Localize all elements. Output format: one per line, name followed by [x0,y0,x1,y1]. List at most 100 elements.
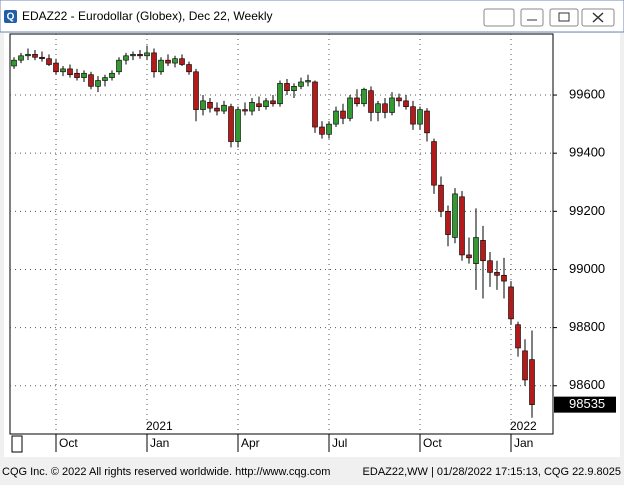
candle-body [508,286,514,320]
y-tick-label: 99200 [569,203,605,218]
candle-body [403,100,409,107]
candle-body [53,62,59,73]
candle-body [158,59,164,73]
candle-body [242,109,248,112]
scroll-thumb[interactable] [11,435,23,453]
candle-body [88,74,94,87]
x-tick-label: Jan [514,436,533,450]
candle-body [529,359,535,405]
candle-body [340,110,346,119]
candle-body [494,272,500,276]
candle-body [165,59,171,64]
candle-body [473,237,479,264]
candle-body [431,141,437,186]
candle-body [151,52,157,73]
year-label: 2022 [510,419,537,433]
candle-body [81,72,87,78]
candle-body [452,193,458,238]
candle-body [39,56,45,60]
x-tick-label: Apr [241,436,260,450]
candle-body [515,324,521,349]
y-tick-label: 99400 [569,145,605,160]
candle-body [221,104,227,112]
candle-body [312,81,318,128]
footer-right: EDAZ22,WW | 01/28/2022 17:15:13, CQG 22.… [363,466,621,478]
candle-body [284,83,290,91]
title-bar [0,0,624,33]
candle-body [396,97,402,102]
candle-body [305,80,311,83]
candle-body [46,58,52,65]
candle-body [186,64,192,73]
candle-body [32,54,38,58]
candle-body [382,103,388,113]
candle-body [298,81,304,87]
candle-body [249,102,255,112]
maximize-button[interactable] [549,8,579,27]
candle-body [354,97,360,105]
candle-body [60,68,66,73]
candle-body [410,106,416,125]
candle-body [466,254,472,259]
y-tick-label: 98600 [569,377,605,392]
chart-area [4,33,620,457]
y-tick-label: 99000 [569,261,605,276]
candle-body [193,71,199,110]
candle-body [375,103,381,113]
candle-body [417,109,423,125]
candle-body [123,55,129,61]
candle-body [319,126,325,135]
candle-body [102,77,108,81]
candle-body [130,54,136,57]
candle-body [459,196,465,256]
candle-body [25,54,31,57]
x-tick-label: Oct [423,436,442,450]
maximize-glyph [558,12,570,22]
candle-body [487,260,493,273]
candle-body [270,100,276,105]
candle-body [256,103,262,107]
candle-body [207,102,213,109]
window-title: EDAZ22 - Eurodollar (Globex), Dec 22, We… [22,9,273,23]
last-value-box [554,396,616,413]
candle-body [95,80,101,87]
plot-frame [9,33,554,435]
candle-body [368,90,374,113]
candle-body [347,97,353,119]
candle-body [326,123,332,135]
candle-body [109,72,115,78]
candle-body [424,110,430,134]
candle-body [11,59,17,67]
link-button[interactable] [483,8,515,27]
footer-left: CQG Inc. © 2022 All rights reserved worl… [2,466,330,478]
candle-body [445,211,451,235]
x-tick-label: Jul [332,436,347,450]
y-tick-label: 98800 [569,319,605,334]
candle-body [333,110,339,125]
candle-body [74,72,80,78]
candle-body [438,184,444,212]
y-tick-label: 99600 [569,86,605,101]
candle-body [291,86,297,91]
candle-body [214,107,220,112]
candle-body [172,58,178,64]
candle-body [263,100,269,107]
app-icon-glyph: Q [7,12,15,23]
candle-body [361,88,367,105]
candle-body [144,52,150,57]
candle-body [228,106,234,142]
candle-body [389,97,395,113]
x-tick-label: Oct [59,436,78,450]
candle-body [277,83,283,105]
app-icon [4,10,17,23]
candle-body [137,54,143,57]
x-tick-label: Jan [150,436,169,450]
candle-body [179,58,185,65]
candle-body [200,100,206,110]
candle-body [522,350,528,381]
year-label: 2021 [146,419,173,433]
candle-body [235,109,241,142]
candle-body [501,274,507,282]
minimize-button[interactable] [520,8,544,27]
